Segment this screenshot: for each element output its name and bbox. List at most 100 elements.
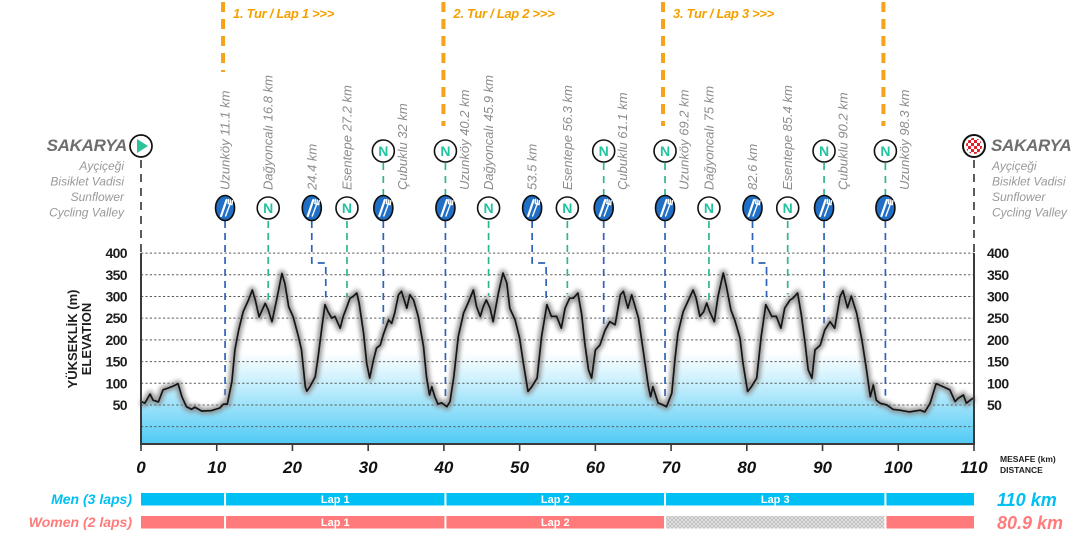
neutral-service-icon: N — [555, 196, 580, 220]
finish-subtitle-line: Cycling Valley — [992, 206, 1068, 220]
start-point: SAKARYA Ayçiçeği Bisiklet Vadisi Sunflow… — [47, 134, 153, 253]
neutral-service-icon: N — [371, 139, 396, 163]
neutral-letter: N — [599, 143, 609, 159]
markers-layer: Uzunköy 11.1 km N Dağyoncalı 16.8 km 24.4 k… — [214, 75, 912, 222]
bar-segment — [141, 493, 225, 506]
marker-line — [531, 221, 547, 301]
y-tick-label-right: 150 — [987, 354, 1009, 370]
start-subtitle-line: Cycling Valley — [49, 206, 125, 220]
bar-segment-label: Lap 3 — [761, 494, 790, 506]
y-axis-title-en: ELEVATION — [79, 303, 94, 375]
x-tick-label: 90 — [813, 458, 832, 477]
neutral-service-icon: N — [775, 196, 800, 220]
finish-subtitle-line: Ayçiçeği — [991, 159, 1037, 173]
x-tick-label: 20 — [282, 458, 302, 477]
x-axis-title-en: DISTANCE — [1000, 465, 1043, 475]
lap-header: 2. Tur / Lap 2 >>> — [452, 6, 555, 21]
marker-label: 82.6 km — [745, 144, 760, 190]
feeding-zone-icon — [742, 194, 763, 222]
x-tick-label: 10 — [207, 458, 226, 477]
bar-row-label: Men (3 laps) — [51, 491, 132, 507]
marker-label: Dağyoncalı 16.8 km — [261, 75, 276, 190]
y-tick-label-left: 100 — [105, 375, 127, 391]
neutral-letter: N — [783, 200, 793, 216]
elevation-line — [140, 272, 975, 413]
bar-segment — [446, 493, 665, 506]
feeding-zone-icon — [301, 194, 323, 222]
marker-label: Uzunköy 98.3 km — [897, 89, 912, 190]
bar-segment — [666, 493, 885, 506]
marker-label: Çubuklu 61.1 km — [615, 92, 630, 190]
finish-point: SAKARYA Ayçiçeği Bisiklet Vadisi Sunflow… — [962, 134, 1072, 253]
neutral-letter: N — [440, 143, 450, 159]
x-tick-label: 80 — [737, 458, 756, 477]
feeding-zone-icon — [593, 194, 614, 222]
marker-label: Uzunköy 40.2 km — [457, 89, 472, 190]
y-tick-label-right: 100 — [987, 375, 1009, 391]
bar-segment — [886, 516, 974, 529]
y-tick-label-left: 200 — [105, 332, 127, 348]
feeding-zone-icon — [521, 194, 543, 222]
y-tick-label-right: 400 — [987, 245, 1009, 261]
distance-bars: Men (3 laps) Lap 1 Lap 2 Lap 3 110 km Women (… — [29, 490, 1063, 533]
marker-line — [310, 221, 327, 298]
neutral-service-icon: N — [335, 196, 359, 220]
bar-segment-label: Lap 2 — [541, 494, 570, 506]
bar-total-distance: 80.9 km — [997, 513, 1063, 533]
feeding-zone-icon — [813, 194, 835, 222]
marker-label: Esentepe 27.2 km — [339, 85, 354, 190]
feeding-zone-icon — [875, 194, 896, 222]
neutral-service-icon: N — [697, 196, 721, 220]
neutral-letter: N — [660, 143, 670, 159]
neutral-service-icon: N — [653, 139, 677, 163]
elevation-line-layer — [139, 269, 976, 416]
marker-label: Esentepe 56.3 km — [560, 85, 575, 190]
neutral-service-icon: N — [256, 196, 281, 220]
finish-city: SAKARYA — [991, 136, 1071, 155]
neutral-service-icon: N — [476, 196, 501, 220]
finish-subtitle-line: Sunflower — [992, 190, 1046, 204]
lap-lines-layer: 1. Tur / Lap 1 >>> 2. Tur / Lap 2 >>> 3. T… — [221, 2, 886, 126]
bar-segment-label: Lap 2 — [541, 517, 570, 529]
neutral-service-icon: N — [591, 139, 616, 163]
start-subtitle-line: Bisiklet Vadisi — [50, 175, 124, 189]
start-subtitle-line: Sunflower — [71, 190, 125, 204]
marker-label: Dağyoncalı 75 km — [701, 86, 716, 190]
start-subtitle-line: Ayçiçeği — [78, 159, 124, 173]
x-tick-label: 60 — [586, 458, 605, 477]
bar-segment — [226, 516, 445, 529]
marker-label: Esentepe 85.4 km — [780, 85, 795, 190]
neutral-letter: N — [704, 200, 714, 216]
x-axis-title-tr: MESAFE (km) — [1000, 454, 1056, 464]
x-tick-label: 100 — [884, 458, 913, 477]
bar-segment-label: Lap 1 — [321, 494, 350, 506]
feeding-zone-icon — [435, 194, 456, 222]
x-tick-label: 70 — [662, 458, 681, 477]
y-tick-label-right: 200 — [987, 332, 1009, 348]
marker-label: Uzunköy 11.1 km — [218, 90, 233, 190]
feeding-zone-icon — [373, 194, 394, 222]
y-tick-label-left: 250 — [105, 310, 127, 326]
y-tick-label-right: 50 — [987, 397, 1002, 413]
neutral-service-icon: N — [433, 139, 458, 163]
y-tick-label-left: 400 — [105, 245, 127, 261]
marker-label: Uzunköy 69.2 km — [677, 89, 692, 190]
neutral-letter: N — [263, 200, 273, 216]
y-tick-label-right: 300 — [987, 288, 1009, 304]
x-tick-label: 110 — [960, 458, 988, 477]
x-tick-label: 50 — [510, 458, 529, 477]
x-tick-label: 0 — [136, 458, 146, 477]
y-tick-label-right: 350 — [987, 267, 1009, 283]
y-tick-label-left: 150 — [105, 354, 127, 370]
bar-segment — [886, 493, 974, 506]
y-axis-title-tr: YÜKSEKLİK (m) — [65, 290, 80, 389]
y-tick-label-right: 250 — [987, 310, 1009, 326]
bar-segment-not-raced — [666, 516, 885, 529]
bar-row-label: Women (2 laps) — [29, 514, 133, 530]
neutral-letter: N — [484, 200, 494, 216]
x-tick-label: 40 — [433, 458, 453, 477]
feeding-zone-icon — [214, 194, 236, 222]
y-tick-label-left: 50 — [113, 397, 128, 413]
start-play-icon — [129, 134, 153, 158]
